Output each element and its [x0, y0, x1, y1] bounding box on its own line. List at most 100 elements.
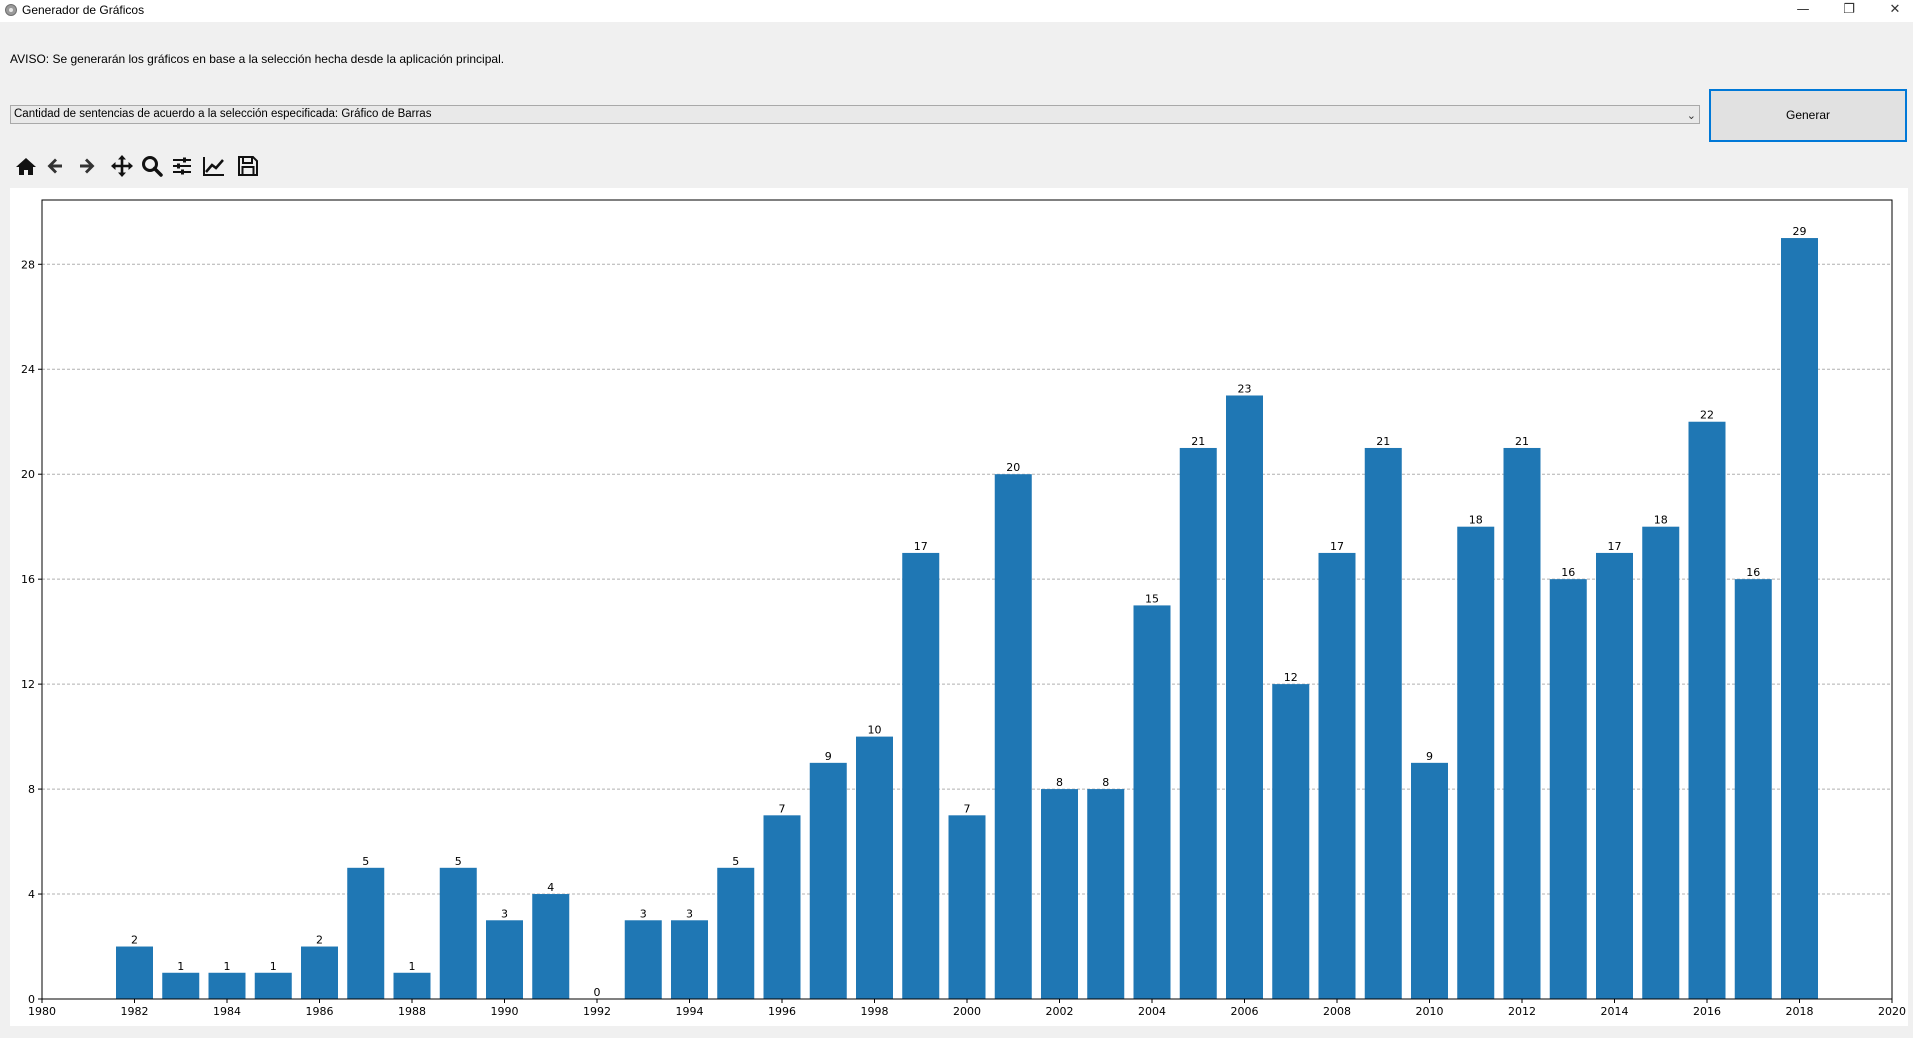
data-label: 7	[779, 802, 786, 815]
x-tick-label: 2014	[1601, 1005, 1629, 1018]
bar	[856, 736, 893, 999]
data-label: 4	[547, 881, 554, 894]
data-label: 7	[964, 802, 971, 815]
bar	[439, 867, 477, 999]
data-label: 8	[1102, 776, 1109, 789]
x-tick-label: 2010	[1416, 1005, 1444, 1018]
x-tick-label: 1998	[861, 1005, 889, 1018]
app-icon	[5, 4, 17, 16]
bar	[948, 815, 986, 999]
data-label: 17	[1330, 540, 1344, 553]
data-label: 22	[1700, 409, 1714, 422]
x-tick-label: 1980	[28, 1005, 56, 1018]
bar	[763, 815, 801, 999]
bar	[1179, 447, 1217, 999]
bar	[624, 920, 662, 999]
bar	[1364, 447, 1402, 999]
edit-axes-icon[interactable]	[200, 152, 228, 180]
bar	[1133, 605, 1171, 999]
generate-button[interactable]: Generar	[1709, 89, 1907, 142]
pan-icon[interactable]	[108, 152, 136, 180]
y-tick-label: 0	[28, 993, 35, 1006]
bar	[301, 946, 338, 999]
restore-icon[interactable]: ❐	[1843, 2, 1855, 17]
x-tick-label: 2018	[1786, 1005, 1814, 1018]
x-tick-label: 1984	[213, 1005, 241, 1018]
bar	[393, 972, 431, 999]
x-tick-label: 2012	[1508, 1005, 1536, 1018]
bar	[902, 552, 940, 999]
window-title: Generador de Gráficos	[22, 3, 145, 17]
plot-area: 2 1 1 1 2 5 1 5 3 4 0 3 3 5 7 9 10 17 7 20 8 8 15 21 23 12 17 21 9 18…	[10, 188, 1908, 1026]
y-tick-label: 16	[21, 573, 35, 586]
bar	[208, 972, 246, 999]
bar	[717, 867, 755, 999]
y-tick-label: 20	[21, 468, 35, 481]
data-label: 5	[455, 855, 462, 868]
y-tick-label: 28	[21, 258, 35, 271]
data-label: 2	[316, 934, 323, 947]
data-label: 2	[131, 934, 138, 947]
bar	[809, 762, 847, 999]
data-label: 1	[409, 960, 416, 973]
data-label: 21	[1191, 435, 1205, 448]
data-label: 20	[1006, 461, 1020, 474]
x-tick-label: 1988	[398, 1005, 426, 1018]
data-label: 15	[1145, 592, 1159, 605]
x-tick-label: 2016	[1693, 1005, 1721, 1018]
x-tick-label: 2008	[1323, 1005, 1351, 1018]
back-icon[interactable]	[42, 152, 70, 180]
data-label: 23	[1238, 382, 1252, 395]
x-tick-label: 2020	[1878, 1005, 1906, 1018]
chevron-down-icon[interactable]: ⌄	[1686, 109, 1696, 122]
data-label: 8	[1056, 776, 1063, 789]
data-label: 12	[1284, 671, 1298, 684]
bar	[671, 920, 708, 999]
chart-selector[interactable]: Cantidad de sentencias de acuerdo a la s…	[10, 105, 1700, 124]
data-label: 1	[270, 960, 277, 973]
title-bar: Generador de Gráficos — ❐ ✕	[0, 0, 1913, 22]
close-icon[interactable]: ✕	[1889, 2, 1901, 17]
x-tick-label: 1994	[676, 1005, 704, 1018]
x-tick-label: 2006	[1231, 1005, 1259, 1018]
data-label: 18	[1469, 514, 1483, 527]
data-label: 5	[362, 855, 369, 868]
bar	[116, 946, 153, 999]
x-tick-label: 1992	[583, 1005, 611, 1018]
data-label: 3	[686, 907, 693, 920]
configure-subplots-icon[interactable]	[168, 152, 196, 180]
bar	[1549, 579, 1587, 999]
home-icon[interactable]	[12, 152, 40, 180]
chart-selector-value: Cantidad de sentencias de acuerdo a la s…	[14, 108, 432, 120]
y-tick-label: 24	[21, 363, 35, 376]
bar	[486, 920, 523, 999]
bar	[1226, 395, 1263, 999]
minimize-icon[interactable]: —	[1796, 2, 1810, 17]
bar	[1041, 789, 1078, 999]
bar	[347, 867, 385, 999]
data-label: 5	[732, 855, 739, 868]
bar	[1087, 789, 1125, 999]
bar	[1596, 552, 1633, 999]
data-label: 17	[914, 540, 928, 553]
data-label: 1	[177, 960, 184, 973]
bar	[1411, 762, 1448, 999]
bar	[1457, 526, 1495, 999]
x-tick-label: 2002	[1046, 1005, 1074, 1018]
data-label: 0	[594, 986, 601, 999]
y-tick-label: 4	[28, 888, 35, 901]
data-label: 16	[1561, 566, 1575, 579]
data-label: 9	[1426, 750, 1433, 763]
bar	[1781, 238, 1818, 1000]
notice-text: AVISO: Se generarán los gráficos en base…	[10, 52, 505, 66]
forward-icon[interactable]	[72, 152, 100, 180]
x-tick-label: 2004	[1138, 1005, 1166, 1018]
data-label: 21	[1376, 435, 1390, 448]
save-icon[interactable]	[234, 152, 262, 180]
data-label: 17	[1608, 540, 1622, 553]
bar	[1688, 421, 1726, 999]
bar	[1318, 552, 1356, 999]
zoom-icon[interactable]	[138, 152, 166, 180]
x-tick-label: 1996	[768, 1005, 796, 1018]
x-tick-label: 1986	[306, 1005, 334, 1018]
